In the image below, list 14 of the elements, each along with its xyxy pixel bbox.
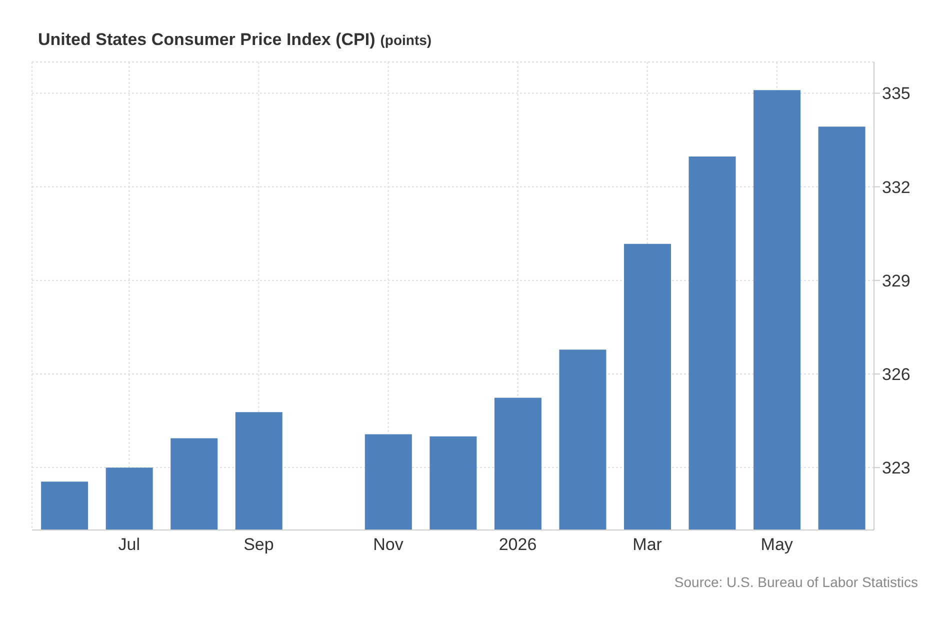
y-tick-label: 335 (882, 84, 910, 104)
source-note: Source: U.S. Bureau of Labor Statistics (673, 574, 919, 590)
x-tick-label: May (760, 535, 794, 554)
y-tick-label: 332 (882, 178, 910, 197)
x-tick-label: Mar (632, 535, 662, 554)
x-tick-label: 2026 (498, 535, 537, 554)
y-tick-label: 329 (882, 271, 910, 290)
chart-title: United States Consumer Price Index (CPI) (38, 30, 376, 49)
x-tick-label: Nov (373, 535, 404, 554)
x-tick-label: Sep (244, 535, 274, 554)
x-tick-label: Jul (118, 535, 140, 554)
chart-subtitle: (points) (380, 32, 432, 48)
y-tick-label: 323 (882, 458, 910, 478)
y-tick-label: 326 (882, 365, 910, 384)
